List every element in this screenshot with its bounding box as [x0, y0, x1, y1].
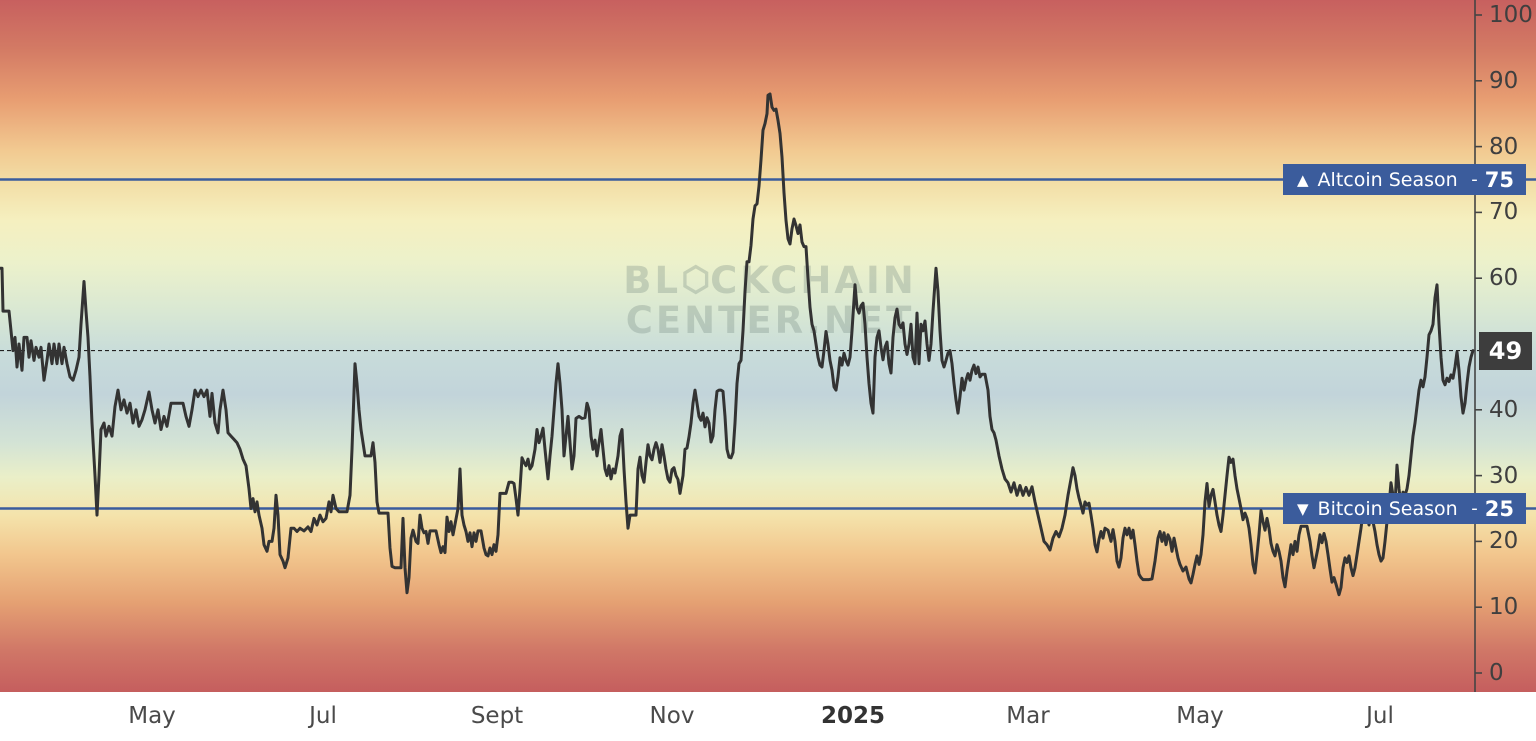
x-axis-label-nov: Nov: [649, 703, 695, 729]
index-series-line: [0, 92, 1475, 597]
x-axis-label-jul: Jul: [309, 703, 337, 729]
y-axis-label-80: 80: [1489, 133, 1519, 160]
x-axis-label-may: May: [128, 703, 176, 729]
bitcoin-season-label: Bitcoin Season: [1317, 497, 1458, 520]
y-axis-label-40: 40: [1489, 396, 1519, 423]
bitcoin-season-threshold-badge: ▼ Bitcoin Season - 25: [1283, 493, 1526, 524]
y-axis-label-20: 20: [1489, 528, 1519, 555]
y-axis-label-60: 60: [1489, 265, 1519, 292]
altcoin-season-threshold-badge: ▲ Altcoin Season - 75: [1283, 164, 1526, 195]
hexagon-logo-icon: [682, 264, 709, 302]
current-value-badge: 49: [1479, 332, 1532, 370]
triangle-down-icon: ▼: [1297, 499, 1309, 518]
plot-area[interactable]: [0, 0, 1536, 692]
altcoin-threshold-value: 75: [1484, 167, 1514, 192]
x-axis-label-jul: Jul: [1366, 703, 1394, 729]
altcoin-threshold-tick: -: [1471, 169, 1478, 190]
x-axis-label-may: May: [1176, 703, 1224, 729]
y-axis-label-0: 0: [1489, 660, 1504, 686]
x-axis-label-2025: 2025: [820, 703, 886, 729]
bitcoin-threshold-value: 25: [1484, 496, 1514, 521]
y-axis-label-90: 90: [1489, 67, 1519, 94]
x-axis-label-sept: Sept: [470, 703, 524, 729]
x-axis-label-mar: Mar: [1006, 703, 1050, 729]
current-value: 49: [1488, 337, 1523, 365]
triangle-up-icon: ▲: [1297, 170, 1309, 189]
y-axis-label-10: 10: [1489, 594, 1519, 621]
y-axis-label-70: 70: [1489, 199, 1519, 226]
altcoin-season-label: Altcoin Season: [1317, 168, 1458, 191]
y-axis-label-30: 30: [1489, 462, 1519, 489]
bitcoin-threshold-tick: -: [1471, 498, 1478, 519]
y-axis-label-100: 100: [1489, 2, 1533, 28]
